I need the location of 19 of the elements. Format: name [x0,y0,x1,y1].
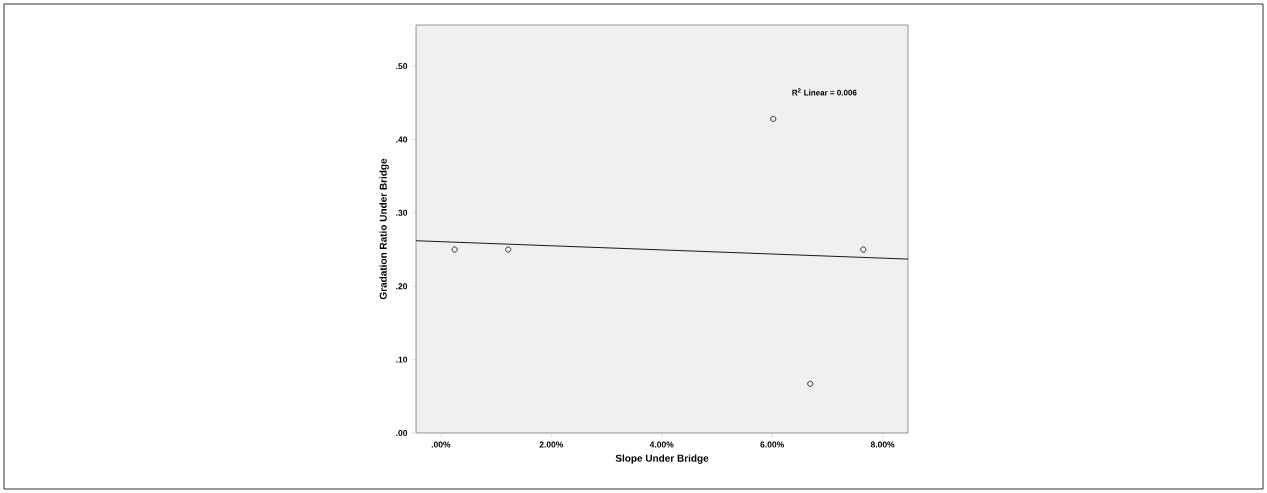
x-tick-label: 4.00% [649,441,674,448]
x-tick-label: 2.00% [539,441,564,448]
point [451,246,458,253]
point [505,246,512,253]
annotation: R$^{2}$ Linear = 0.006 [792,88,857,96]
x-axis-title: Slope Under Bridge [615,454,709,464]
x-tick-label: 8.00% [870,441,895,448]
y-tick-label: .40 [396,136,408,143]
y-tick-label: .30 [396,209,408,216]
point [807,380,814,387]
point [770,115,777,122]
x-tick-label: .00% [431,441,451,448]
y-tick-label: .10 [396,356,408,363]
y-tick-label: .20 [396,283,408,290]
point [860,246,867,253]
y-tick-label: .50 [396,63,408,70]
y-axis-title: Gradation Ratio Under Bridge [379,158,389,300]
y-tick-label: .00 [396,430,408,436]
x-tick-label: 6.00% [760,441,784,448]
